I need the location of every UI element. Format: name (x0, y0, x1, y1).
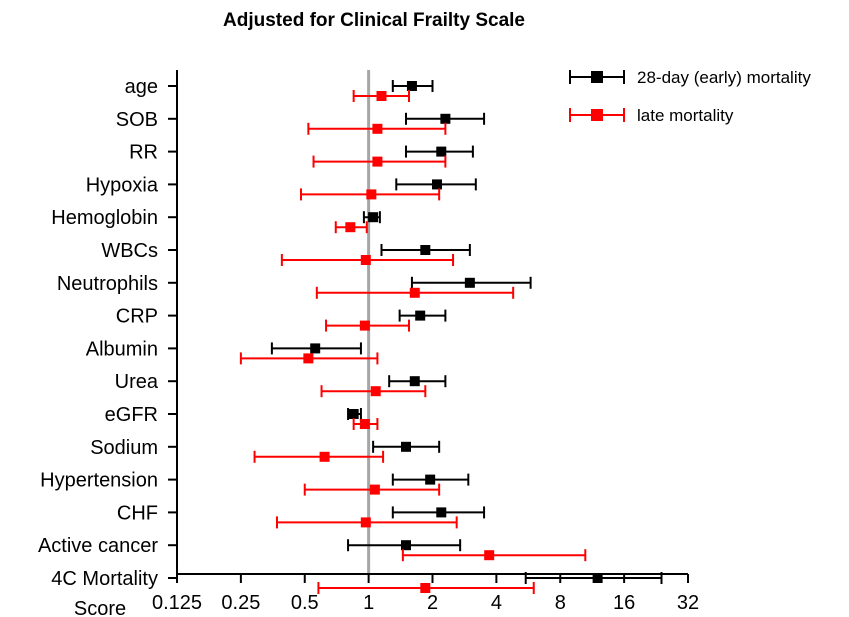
category-label-line: 4C Mortality (51, 568, 158, 590)
estimate-marker (425, 474, 436, 485)
legend-label: 28-day (early) mortality (637, 68, 811, 87)
category-label: Urea (115, 371, 159, 393)
plot-area: 0.125 0.25 0.5 1 2 4 8 16 32 age SOB RR Hypoxia Hemog… (38, 70, 699, 617)
x-tick-label: 1 (363, 592, 374, 614)
legend-marker (591, 109, 603, 121)
estimate-marker (376, 91, 387, 101)
estimate-marker (592, 573, 603, 583)
category-label: age (125, 76, 158, 98)
estimate-marker (303, 353, 314, 364)
estimate-marker (319, 451, 330, 462)
category-label: Hypoxia (86, 174, 159, 196)
category-label: Neutrophils (57, 273, 158, 295)
estimate-marker (372, 156, 383, 167)
estimate-marker (360, 517, 371, 528)
x-tick-label: 8 (555, 592, 566, 614)
estimate-marker (431, 179, 442, 190)
estimate-marker (436, 507, 447, 518)
legend-marker (591, 71, 603, 83)
category-label: Hypertension (40, 470, 158, 492)
legend-label: late mortality (637, 106, 734, 125)
estimate-marker (464, 277, 475, 288)
estimate-marker (420, 245, 431, 255)
category-label: 4C Mortality Score (51, 568, 158, 617)
chart-title: Adjusted for Clinical Frailty Scale (223, 10, 525, 31)
legend: 28-day (early) mortality late mortality (569, 68, 811, 125)
estimate-marker (345, 222, 356, 233)
estimate-marker (359, 320, 370, 331)
estimate-marker (359, 419, 370, 429)
estimate-marker (409, 376, 420, 387)
legend-item: 28-day (early) mortality (569, 68, 811, 87)
series-late-mortality (239, 90, 587, 594)
estimate-marker (310, 343, 321, 354)
category-label: Active cancer (38, 535, 158, 557)
category-label: CHF (117, 502, 158, 524)
estimate-marker (400, 441, 411, 452)
series-early-mortality (270, 80, 663, 584)
category-label: Hemoglobin (51, 207, 158, 229)
legend-item: late mortality (569, 106, 734, 125)
estimate-marker (406, 81, 417, 91)
estimate-marker (415, 310, 426, 321)
category-label: SOB (116, 109, 158, 131)
estimate-marker (372, 123, 383, 134)
x-tick-label: 2 (427, 592, 438, 614)
estimate-marker (409, 287, 420, 298)
estimate-marker (369, 484, 380, 495)
estimate-marker (366, 189, 377, 200)
estimate-marker (484, 550, 495, 561)
category-label: Albumin (86, 338, 158, 360)
estimate-marker (400, 540, 411, 551)
x-tick-label: 32 (677, 592, 699, 614)
estimate-marker (360, 255, 371, 265)
estimate-marker (368, 212, 379, 223)
estimate-marker (420, 583, 431, 593)
category-label-line: Score (74, 598, 126, 617)
estimate-marker (370, 386, 381, 397)
x-tick-label: 0.25 (221, 592, 260, 614)
category-label: eGFR (105, 404, 158, 426)
estimate-marker (440, 113, 451, 124)
x-tick-label: 16 (613, 592, 635, 614)
category-label: WBCs (101, 240, 158, 262)
category-label: CRP (116, 306, 158, 328)
x-tick-label: 0.125 (152, 592, 202, 614)
x-tick-label: 4 (491, 592, 502, 614)
estimate-marker (348, 409, 359, 419)
x-tick-label: 0.5 (291, 592, 319, 614)
category-label: RR (129, 142, 158, 164)
estimate-marker (436, 146, 447, 157)
category-label: Sodium (90, 437, 158, 459)
